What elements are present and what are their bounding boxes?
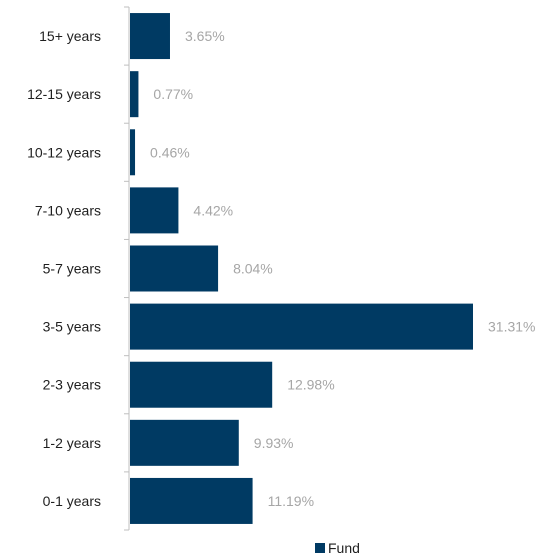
category-label: 2-3 years xyxy=(43,377,101,393)
category-label: 5-7 years xyxy=(43,261,101,277)
value-label: 8.04% xyxy=(233,261,273,277)
category-label: 0-1 years xyxy=(43,493,101,509)
bar xyxy=(130,187,179,234)
value-label: 3.65% xyxy=(185,28,225,44)
bar xyxy=(130,13,170,60)
value-label: 0.77% xyxy=(153,86,193,102)
bar xyxy=(130,129,136,176)
legend-label: Fund xyxy=(328,540,360,556)
legend-swatch xyxy=(315,543,325,553)
bar xyxy=(130,303,473,350)
value-label: 0.46% xyxy=(150,144,190,160)
category-label: 1-2 years xyxy=(43,435,101,451)
category-label: 3-5 years xyxy=(43,319,101,335)
value-label: 11.19% xyxy=(268,493,314,509)
bar xyxy=(130,361,273,408)
value-label: 12.98% xyxy=(287,377,334,393)
value-label: 9.93% xyxy=(254,435,294,451)
bar xyxy=(130,71,139,118)
value-label: 31.31% xyxy=(488,319,535,335)
bar xyxy=(130,477,253,524)
category-label: 15+ years xyxy=(39,28,101,44)
category-label: 12-15 years xyxy=(27,86,101,102)
bar xyxy=(130,419,239,466)
value-label: 4.42% xyxy=(193,202,233,218)
category-label: 10-12 years xyxy=(27,144,101,160)
category-label: 7-10 years xyxy=(35,202,101,218)
bar xyxy=(130,245,219,292)
